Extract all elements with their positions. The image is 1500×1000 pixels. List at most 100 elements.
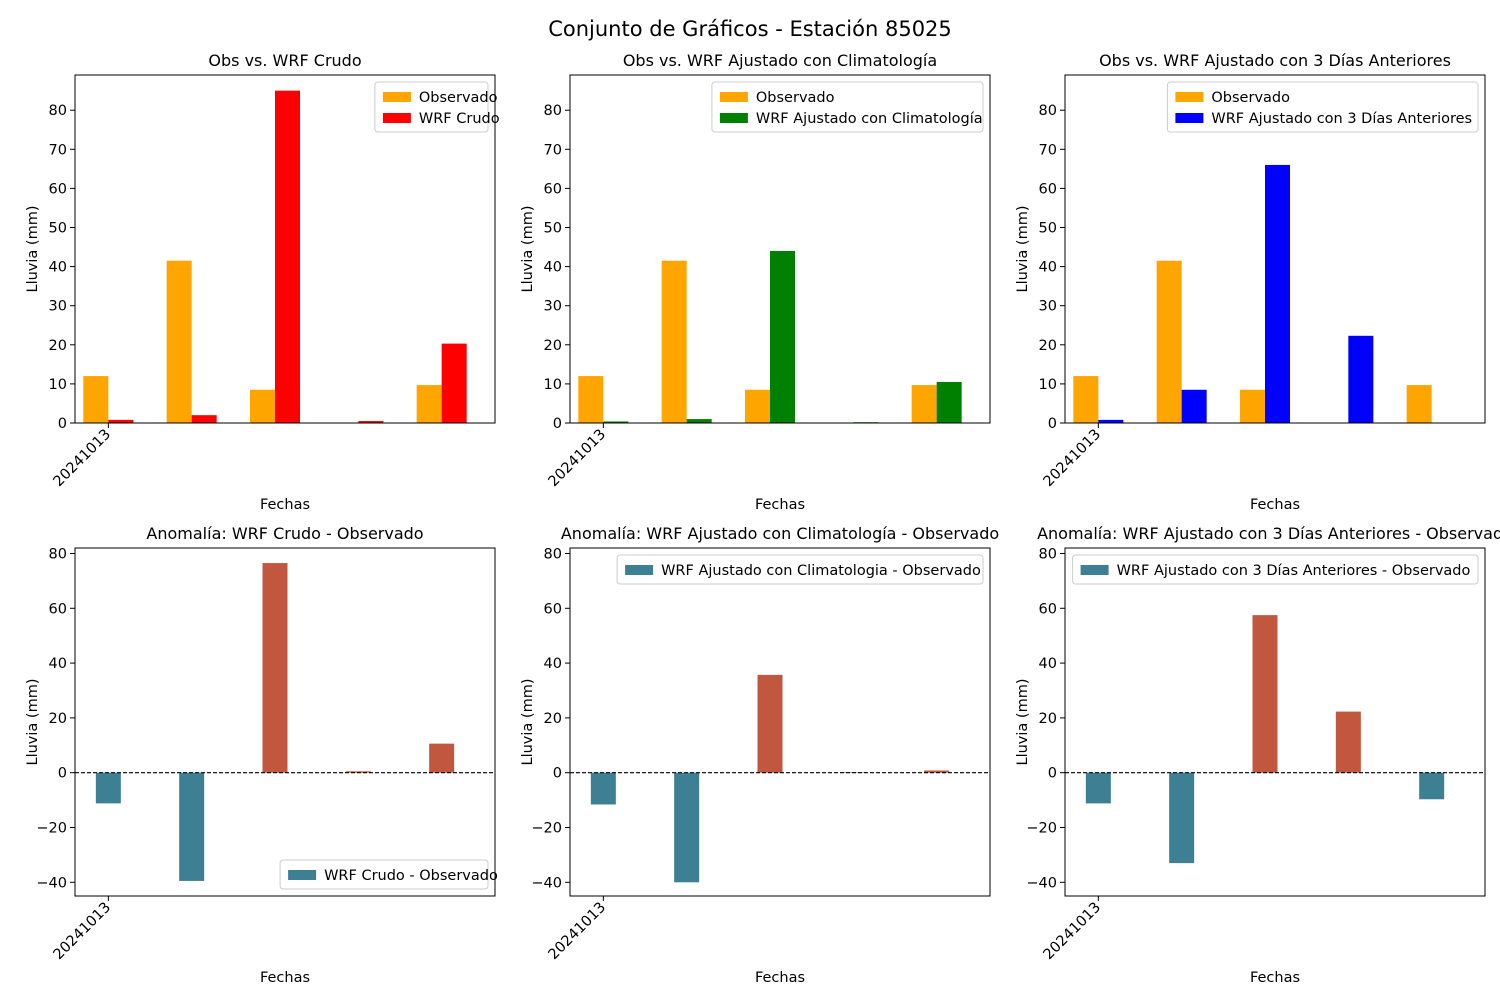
y-tick-label: 80 — [1039, 103, 1057, 119]
y-tick-label: −20 — [531, 820, 562, 836]
x-tick-label: 20241013 — [546, 427, 610, 491]
legend-swatch — [1175, 113, 1204, 123]
legend-label: WRF Ajustado con 3 Días Anteriores — [1211, 111, 1472, 127]
y-axis-label: Lluvia (mm) — [25, 679, 41, 766]
subplot-title: Obs vs. WRF Ajustado con 3 Días Anterior… — [1099, 51, 1451, 70]
legend-swatch — [382, 113, 411, 123]
y-tick-label: 20 — [49, 711, 67, 727]
legend: WRF Ajustado con Climatologia - Observad… — [616, 554, 984, 585]
x-tick-label: 20241013 — [51, 900, 115, 964]
y-tick-label: 40 — [49, 260, 67, 276]
y-tick-label: 0 — [58, 416, 67, 432]
y-tick-label: 0 — [1048, 416, 1057, 432]
y-tick-label: 50 — [544, 220, 562, 236]
y-tick-label: 70 — [544, 142, 562, 158]
x-axis-label: Fechas — [260, 497, 310, 513]
y-tick-label: 60 — [544, 181, 562, 197]
y-tick-label: 20 — [49, 338, 67, 354]
bar-wrf — [1348, 335, 1374, 423]
y-axis-label: Lluvia (mm) — [1015, 679, 1031, 766]
y-tick-label: 80 — [544, 546, 562, 562]
anomaly-bar — [262, 563, 288, 773]
axes-frame — [569, 74, 991, 424]
legend-label: WRF Crudo — [419, 111, 500, 127]
bar-observado — [1156, 260, 1182, 423]
y-tick-label: 10 — [544, 377, 562, 393]
subplot-title: Obs vs. WRF Crudo — [208, 51, 361, 70]
y-tick-label: 40 — [1039, 260, 1057, 276]
anomaly-bar — [1169, 772, 1195, 864]
y-tick-label: 0 — [553, 416, 562, 432]
y-tick-label: 40 — [544, 260, 562, 276]
bar-wrf — [603, 421, 629, 423]
y-tick-label: −20 — [36, 820, 67, 836]
legend-label: WRF Ajustado con 3 Días Anteriores - Obs… — [1117, 563, 1471, 579]
x-axis-label: Fechas — [260, 970, 310, 986]
y-tick-label: 20 — [544, 711, 562, 727]
anomaly-bar — [1085, 772, 1111, 804]
x-tick-label: 20241013 — [1041, 900, 1105, 964]
bar-wrf — [936, 381, 962, 423]
anomaly-bar — [179, 772, 205, 881]
legend-swatch — [719, 92, 748, 102]
anomaly-bar — [1252, 615, 1278, 773]
axes-frame — [74, 74, 496, 424]
legend-label: WRF Crudo - Observado — [324, 868, 498, 884]
y-tick-label: 20 — [1039, 711, 1057, 727]
y-tick-label: 70 — [1039, 142, 1057, 158]
anomaly-bar — [590, 772, 616, 805]
y-tick-label: −40 — [1026, 875, 1057, 891]
anomaly-bar — [429, 743, 455, 773]
x-axis-label: Fechas — [1250, 497, 1300, 513]
anomaly-bar — [1419, 772, 1445, 800]
bar-wrf — [686, 419, 712, 423]
subplot-2: Obs vs. WRF Ajustado con Climatología 0 10… — [520, 51, 991, 513]
x-tick-label: 20241013 — [546, 900, 610, 964]
subplot-title: Anomalía: WRF Crudo - Observado — [146, 524, 423, 543]
anomaly-bar — [1335, 711, 1361, 773]
y-tick-label: 80 — [49, 546, 67, 562]
legend-swatch — [625, 565, 654, 575]
figure-suptitle: Conjunto de Gráficos - Estación 85025 — [548, 17, 952, 41]
y-tick-label: 30 — [1039, 299, 1057, 315]
x-axis-label: Fechas — [1250, 970, 1300, 986]
y-tick-label: 80 — [1039, 546, 1057, 562]
y-tick-label: 0 — [553, 766, 562, 782]
legend-box — [711, 81, 984, 133]
axes-frame — [1064, 547, 1486, 897]
legend: WRF Crudo - Observado — [279, 859, 498, 890]
legend-box — [279, 859, 489, 890]
legend-swatch — [1080, 565, 1109, 575]
bar-wrf — [770, 250, 795, 423]
y-tick-label: 60 — [1039, 601, 1057, 617]
subplot-4: Anomalía: WRF Crudo - Observado −40 −20 0 20… — [25, 524, 498, 986]
y-tick-label: 20 — [1039, 338, 1057, 354]
legend: WRF Ajustado con 3 Días Anteriores - Obs… — [1072, 554, 1479, 585]
legend-label: Observado — [756, 90, 835, 106]
y-axis-label: Lluvia (mm) — [1015, 206, 1031, 293]
bar-observado — [166, 260, 192, 423]
bar-observado — [745, 389, 770, 423]
bar-wrf — [1265, 164, 1290, 423]
legend-swatch — [719, 113, 748, 123]
legend-label: Observado — [1211, 90, 1290, 106]
bar-observado — [1073, 376, 1099, 423]
legend-label: WRF Ajustado con Climatología — [756, 111, 983, 127]
legend-swatch — [1175, 92, 1204, 102]
y-tick-label: 50 — [49, 220, 67, 236]
subplot-5: Anomalía: WRF Ajustado con Climatología … — [520, 524, 999, 986]
bar-observado — [661, 260, 687, 423]
y-tick-label: −40 — [531, 875, 562, 891]
y-tick-label: 30 — [49, 299, 67, 315]
anomaly-bar — [95, 772, 121, 804]
axes-frame — [569, 547, 991, 897]
y-tick-label: 40 — [1039, 656, 1057, 672]
y-tick-label: −20 — [1026, 820, 1057, 836]
y-tick-label: 0 — [1048, 766, 1057, 782]
y-tick-label: −40 — [36, 875, 67, 891]
y-tick-label: 40 — [544, 656, 562, 672]
bar-wrf — [358, 421, 384, 423]
subplot-6: Anomalía: WRF Ajustado con 3 Días Anteri… — [1015, 524, 1500, 986]
anomaly-bar — [345, 771, 371, 773]
